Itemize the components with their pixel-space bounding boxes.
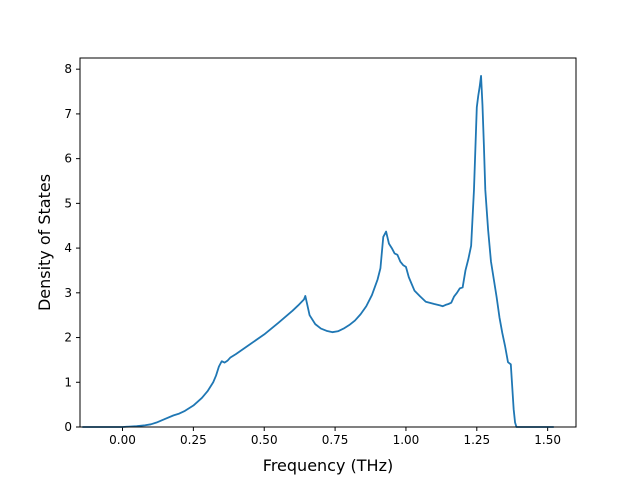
x-tick-label: 0.25 <box>180 433 207 447</box>
x-tick-label: 1.25 <box>463 433 490 447</box>
y-tick-label: 4 <box>64 241 72 255</box>
y-axis-ticks: 0 1 2 3 4 5 6 7 8 <box>64 62 80 434</box>
x-tick-label: 0.00 <box>109 433 136 447</box>
y-tick-label: 8 <box>64 62 72 76</box>
plot-frame <box>79 57 577 428</box>
x-axis-label: Frequency (THz) <box>263 456 393 475</box>
y-tick-label: 6 <box>64 152 72 166</box>
x-axis-ticks: 0.00 0.25 0.50 0.75 1.00 1.25 1.50 <box>109 427 561 447</box>
y-axis-label: Density of States <box>35 174 54 311</box>
y-tick-label: 2 <box>64 331 72 345</box>
dos-series-line <box>81 74 555 428</box>
plot-area <box>80 58 576 427</box>
x-tick-label: 0.75 <box>322 433 349 447</box>
x-tick-label: 1.00 <box>393 433 420 447</box>
y-tick-label: 1 <box>64 375 72 389</box>
x-tick-label: 1.50 <box>534 433 561 447</box>
y-tick-label: 5 <box>64 196 72 210</box>
y-tick-label: 7 <box>64 107 72 121</box>
y-tick-label: 3 <box>64 286 72 300</box>
y-tick-label: 0 <box>64 420 72 434</box>
x-tick-label: 0.50 <box>251 433 278 447</box>
